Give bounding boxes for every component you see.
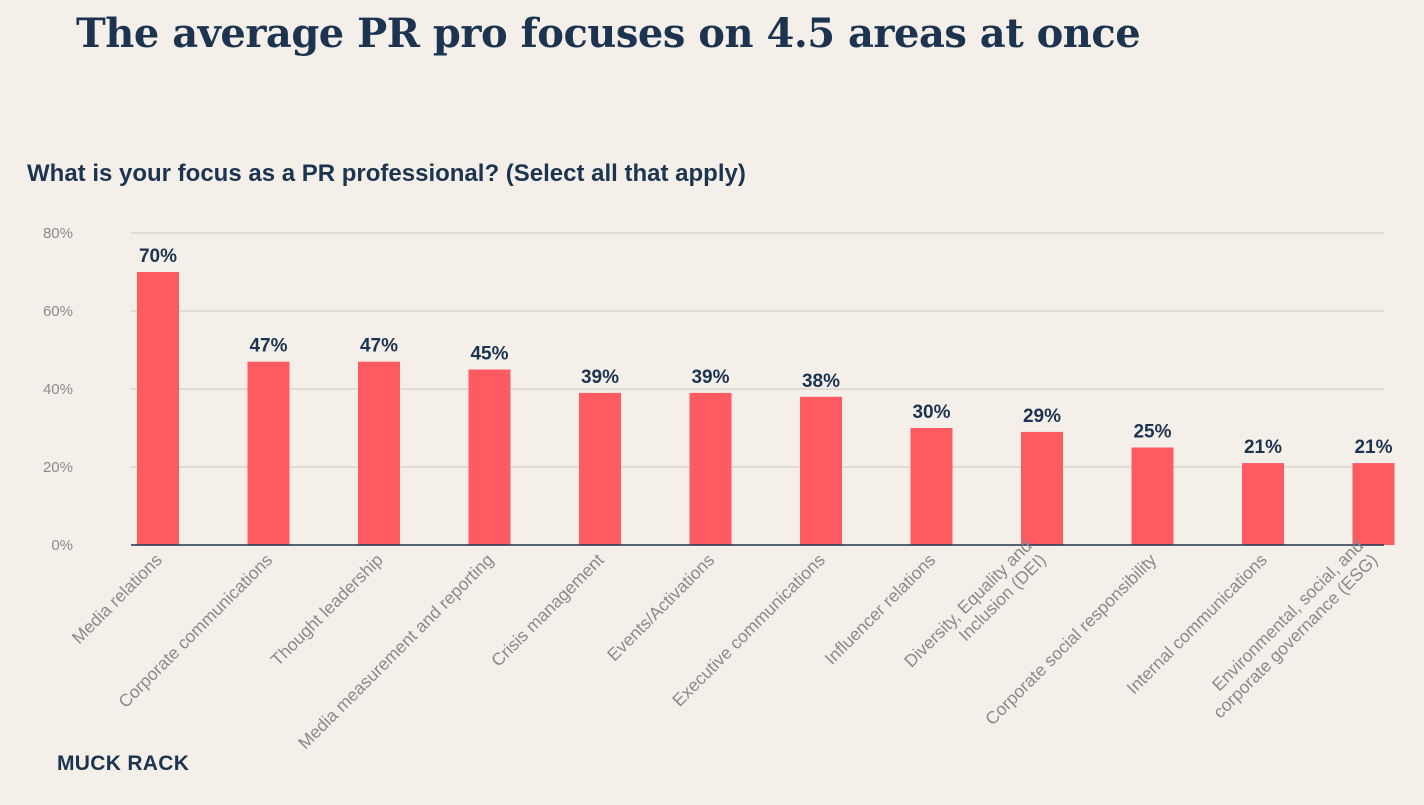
x-tick-label-line: Media relations: [68, 550, 166, 648]
bar: [358, 361, 400, 545]
bar: [1021, 431, 1063, 545]
bar: [247, 361, 290, 545]
x-tick-label-line: Environmental, social, and: [1208, 536, 1367, 695]
data-label: 29%: [1023, 406, 1061, 427]
data-label: 38%: [802, 371, 840, 392]
page-title: The average PR pro focuses on 4.5 areas …: [76, 10, 1141, 57]
bar: [1131, 447, 1174, 545]
x-tick-label: Events/Activations: [603, 550, 718, 665]
y-tick-label: 20%: [43, 459, 73, 476]
y-tick-label: 60%: [43, 303, 73, 320]
y-axis-ticks: 0% 20% 40% 60% 80%: [43, 225, 73, 554]
data-label: 21%: [1354, 437, 1392, 458]
x-tick-label: Media relations: [68, 550, 166, 648]
data-label: 47%: [360, 336, 398, 357]
y-tick-label: 80%: [43, 225, 73, 242]
bar: [689, 392, 732, 545]
data-label: 70%: [139, 246, 177, 267]
data-label: 25%: [1133, 422, 1171, 443]
x-tick-label-line: Events/Activations: [603, 550, 718, 665]
gridlines: [131, 232, 1384, 468]
data-label: 39%: [581, 367, 619, 388]
bars: [137, 272, 1395, 545]
x-tick-label: Environmental, social, andcorporate gove…: [1195, 536, 1381, 722]
x-tick-label: Media measurement and reporting: [294, 550, 497, 753]
data-label: 30%: [912, 402, 950, 423]
bar: [910, 428, 953, 545]
x-tick-label: Thought leadership: [267, 550, 387, 670]
x-tick-label-line: Thought leadership: [267, 550, 387, 670]
y-tick-label: 0%: [51, 537, 73, 554]
bar: [137, 272, 179, 545]
x-tick-label-line: Crisis management: [487, 550, 608, 671]
bar: [579, 392, 621, 545]
muck-rack-logo: MUCK RACK: [57, 752, 190, 775]
bar: [468, 369, 511, 545]
y-tick-label: 40%: [43, 381, 73, 398]
bar: [1352, 463, 1395, 545]
data-label: 21%: [1244, 437, 1282, 458]
data-label: 45%: [470, 344, 508, 365]
bar: [1242, 463, 1284, 545]
data-labels: 70% 47% 47% 45% 39% 39% 38% 30% 29% 25% 21% 21%: [139, 246, 1393, 458]
x-tick-label-line: Media measurement and reporting: [294, 550, 497, 753]
chart-subtitle: What is your focus as a PR professional?…: [27, 160, 746, 187]
data-label: 39%: [691, 367, 729, 388]
bar: [800, 396, 842, 545]
data-label: 47%: [249, 336, 287, 357]
x-tick-label: Crisis management: [487, 550, 608, 671]
